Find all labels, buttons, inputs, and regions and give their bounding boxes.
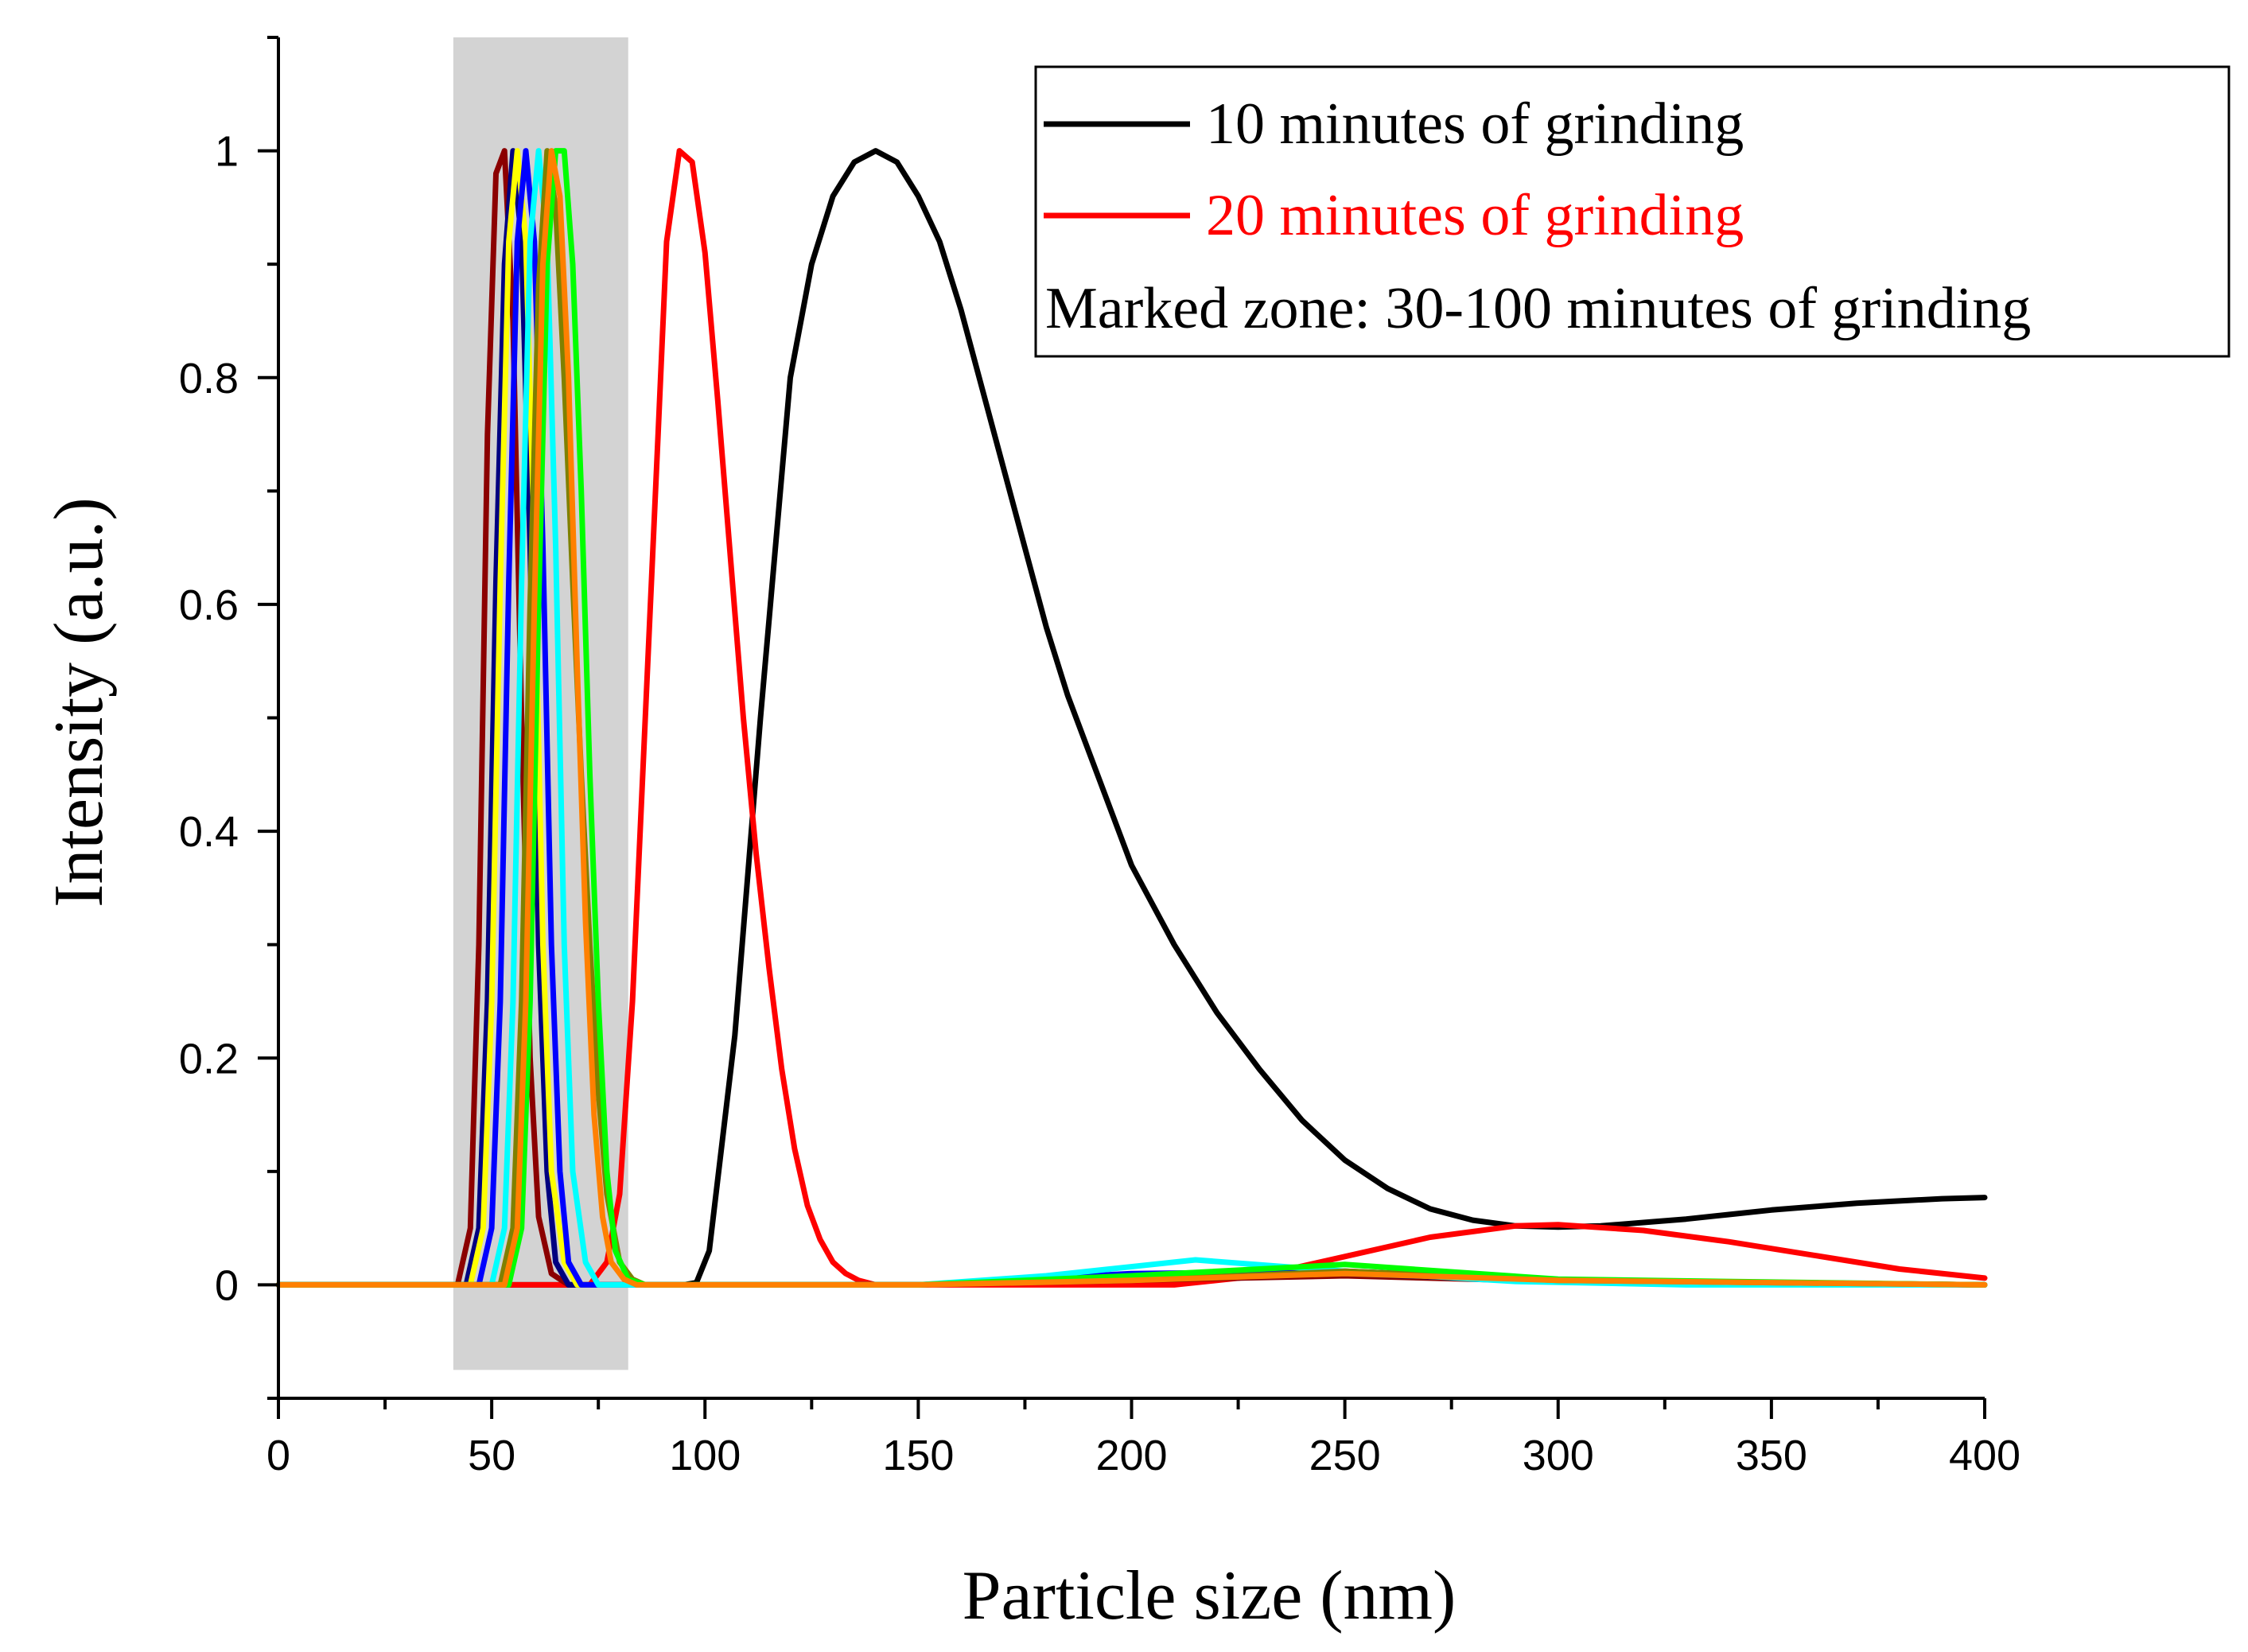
y-tick-label: 1 (215, 128, 239, 176)
y-tick-label: 0.8 (179, 355, 239, 402)
legend-label-marked-zone: Marked zone: 30-100 minutes of grinding (1045, 276, 2031, 341)
y-tick-label: 0.4 (179, 808, 239, 856)
legend-label-20-minutes: 20 minutes of grinding (1206, 183, 1744, 248)
x-tick-label: 400 (1949, 1432, 2020, 1479)
y-tick-label: 0 (215, 1261, 239, 1309)
x-tick-label: 300 (1523, 1432, 1594, 1479)
series-line-9 (275, 148, 1988, 1288)
x-tick-label: 200 (1095, 1432, 1167, 1479)
y-tick-label: 0.2 (179, 1035, 239, 1083)
x-tick-label: 250 (1309, 1432, 1381, 1479)
legend: 10 minutes of grinding 20 minutes of gri… (1034, 65, 2230, 358)
y-tick-label: 0.6 (179, 581, 239, 629)
series-line-8 (275, 148, 1988, 1288)
x-tick-label: 50 (468, 1432, 515, 1479)
series-line-0 (275, 148, 1988, 1288)
x-tick-label: 350 (1736, 1432, 1807, 1479)
x-tick-label: 100 (669, 1432, 741, 1479)
axes: 0 50 100 150 200 250 300 350 400 0 0.2 0.4 0.6 0.8 1 (179, 36, 2020, 1479)
legend-label-10-minutes: 10 minutes of grinding (1206, 91, 1744, 157)
x-axis-title: Particle size (nm) (963, 1557, 1457, 1635)
legend-box (1034, 65, 2230, 358)
series-layer (275, 148, 1988, 1288)
x-tick-label: 0 (266, 1432, 290, 1479)
series-line-1 (275, 148, 1988, 1288)
y-axis-title: Intensity (a.u.) (41, 497, 118, 908)
x-tick-label: 150 (882, 1432, 954, 1479)
